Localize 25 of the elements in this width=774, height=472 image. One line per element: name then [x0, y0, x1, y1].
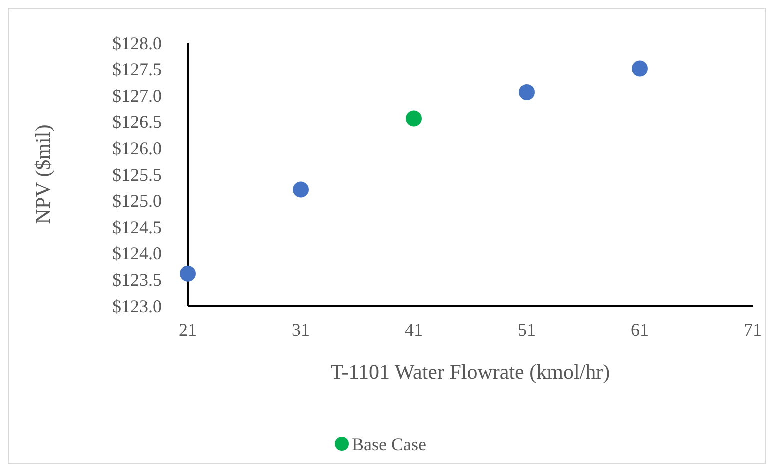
y-tick-label: $124.0: [112, 244, 162, 264]
y-tick-label: $127.5: [112, 60, 162, 80]
x-axis-title: T-1101 Water Flowrate (kmol/hr): [330, 360, 610, 384]
y-tick-label: $123.0: [112, 296, 162, 316]
point: [632, 60, 648, 77]
y-tick-label: $125.0: [112, 191, 162, 212]
point: [293, 182, 309, 198]
y-tick-label: $126.5: [112, 112, 162, 132]
x-tick-label: 51: [518, 320, 536, 340]
legend-label: Base Case: [352, 434, 426, 454]
x-tick-label: 31: [292, 320, 310, 340]
x-tick-label: 61: [631, 320, 649, 340]
y-tick-label: $128.0: [112, 33, 162, 54]
y-axis-title: NPV ($mil): [31, 124, 55, 224]
y-tick-label: $123.5: [112, 270, 162, 290]
y-tick-label: $125.5: [112, 164, 162, 185]
x-tick-label: 21: [179, 320, 197, 340]
y-tick-label: $127.0: [112, 86, 162, 106]
point: [180, 266, 196, 282]
y-tick-label: $126.0: [112, 138, 162, 158]
point: [519, 84, 535, 100]
y-tick-label: $124.5: [112, 217, 162, 238]
x-tick-label: 71: [744, 320, 762, 340]
x-tick-label: 41: [405, 320, 423, 340]
point: [406, 110, 422, 127]
